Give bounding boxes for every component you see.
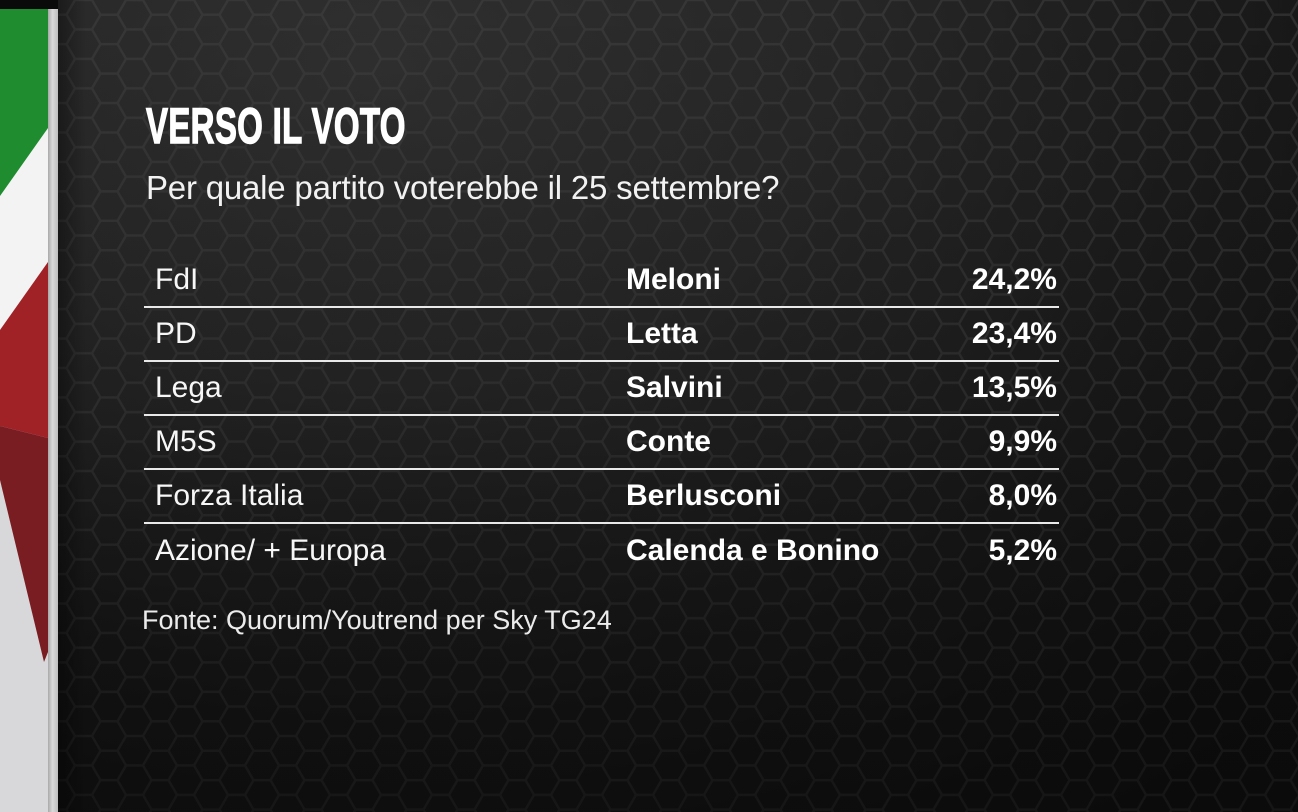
- poll-results-table: FdI Meloni 24,2% PD Letta 23,4% Lega Sal…: [144, 254, 1059, 578]
- hexagon-pattern-background: [58, 0, 1298, 812]
- leader-name: Salvini: [626, 371, 723, 404]
- poll-row: Lega Salvini 13,5%: [144, 362, 1059, 416]
- poll-question: Per quale partito voterebbe il 25 settem…: [146, 169, 780, 206]
- poll-row: Azione/ + Europa Calenda e Bonino 5,2%: [144, 524, 1059, 578]
- party-name: PD: [155, 317, 197, 350]
- flag-divider: [48, 0, 58, 812]
- poll-row: PD Letta 23,4%: [144, 308, 1059, 362]
- percentage-value: 9,9%: [988, 425, 1057, 458]
- party-name: FdI: [155, 263, 199, 296]
- poll-row: Forza Italia Berlusconi 8,0%: [144, 470, 1059, 524]
- poll-row: FdI Meloni 24,2%: [144, 254, 1059, 308]
- percentage-value: 24,2%: [971, 263, 1057, 296]
- page-title: VERSO IL VOTO: [146, 98, 406, 154]
- poll-row: M5S Conte 9,9%: [144, 416, 1059, 470]
- party-name: Forza Italia: [155, 479, 304, 512]
- leader-name: Calenda e Bonino: [626, 534, 880, 567]
- percentage-value: 13,5%: [971, 371, 1057, 404]
- top-edge-bar: [0, 0, 58, 9]
- party-name: M5S: [155, 425, 217, 458]
- italian-flag-ribbon: [0, 0, 48, 812]
- content-background: VERSO IL VOTO Per quale partito voterebb…: [58, 0, 1298, 812]
- leader-name: Meloni: [626, 263, 721, 296]
- percentage-value: 8,0%: [988, 479, 1057, 512]
- party-name: Azione/ + Europa: [155, 534, 386, 567]
- percentage-value: 23,4%: [971, 317, 1057, 350]
- leader-name: Conte: [626, 425, 711, 458]
- party-name: Lega: [155, 371, 222, 404]
- leader-name: Berlusconi: [626, 479, 782, 512]
- source-attribution: Fonte: Quorum/Youtrend per Sky TG24: [142, 605, 612, 635]
- percentage-value: 5,2%: [988, 534, 1057, 567]
- leader-name: Letta: [626, 317, 698, 350]
